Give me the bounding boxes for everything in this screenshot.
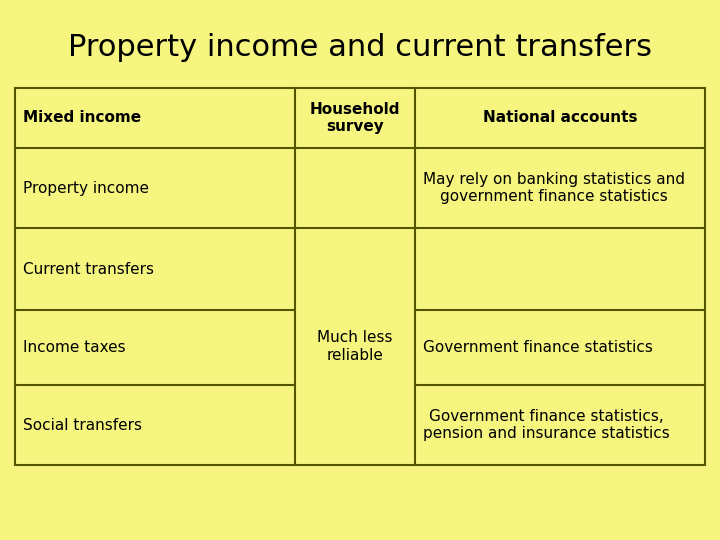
Bar [15,88,705,465]
Text: Social transfers: Social transfers [23,417,142,433]
Text: Mixed income: Mixed income [23,111,141,125]
Text: Government finance statistics: Government finance statistics [423,340,653,355]
Text: Property income and current transfers: Property income and current transfers [68,33,652,63]
Text: National accounts: National accounts [482,111,637,125]
Text: May rely on banking statistics and
government finance statistics: May rely on banking statistics and gover… [423,172,685,204]
Text: Government finance statistics,
pension and insurance statistics: Government finance statistics, pension a… [423,409,670,441]
Text: Income taxes: Income taxes [23,340,125,355]
Text: Current transfers: Current transfers [23,261,154,276]
Text: Household
survey: Household survey [310,102,400,134]
Text: Property income: Property income [23,180,149,195]
Text: Much less
reliable: Much less reliable [318,330,392,363]
